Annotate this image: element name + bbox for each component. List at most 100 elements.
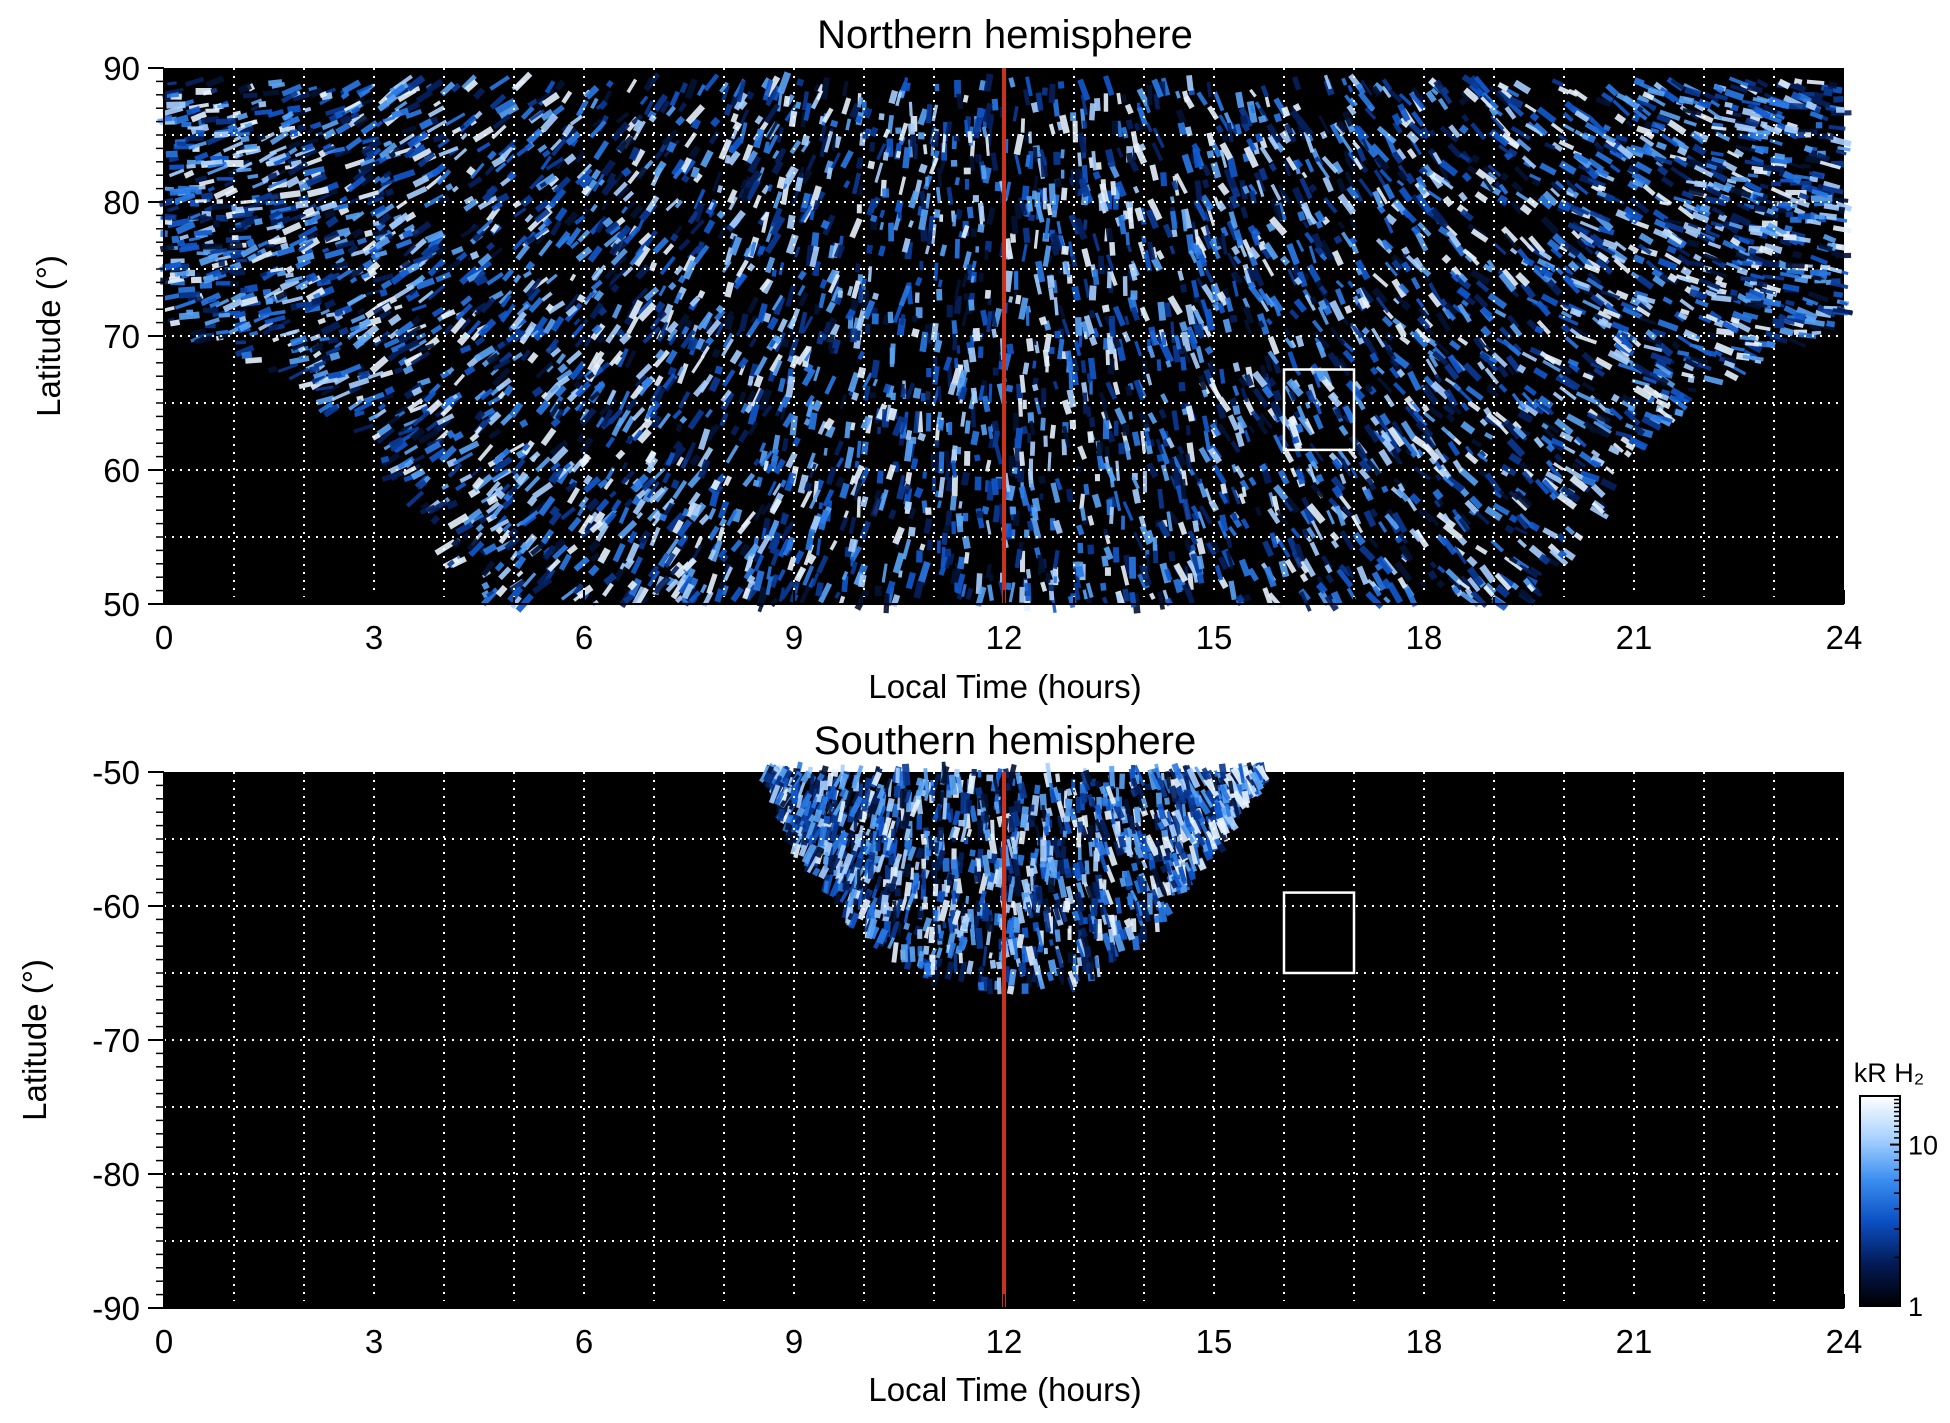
intensity-streak <box>1508 514 1519 524</box>
intensity-streak <box>1404 446 1414 456</box>
intensity-streak <box>823 130 834 153</box>
intensity-streak <box>496 192 510 205</box>
intensity-streak <box>346 175 367 193</box>
intensity-streak <box>631 148 646 167</box>
intensity-streak <box>700 149 714 168</box>
intensity-streak <box>1703 375 1724 386</box>
intensity-streak <box>238 235 252 241</box>
intensity-streak <box>1511 582 1520 591</box>
intensity-streak <box>403 243 417 257</box>
intensity-streak <box>833 135 842 149</box>
intensity-streak <box>1549 465 1563 480</box>
intensity-streak <box>1180 479 1187 500</box>
intensity-streak <box>1500 226 1519 244</box>
intensity-streak <box>1458 191 1468 202</box>
intensity-streak <box>1105 227 1114 242</box>
intensity-streak <box>1515 272 1531 287</box>
intensity-streak <box>700 345 710 359</box>
intensity-streak <box>1160 393 1169 405</box>
intensity-streak <box>1710 156 1727 165</box>
intensity-streak <box>1458 96 1468 107</box>
intensity-streak <box>1391 511 1408 534</box>
intensity-streak <box>382 115 396 123</box>
intensity-streak <box>675 594 684 604</box>
intensity-streak <box>761 404 773 418</box>
intensity-streak <box>1162 223 1174 239</box>
intensity-streak <box>1734 122 1756 132</box>
intensity-streak <box>1096 441 1104 457</box>
intensity-streak <box>1333 407 1343 420</box>
intensity-streak <box>1583 263 1601 274</box>
intensity-streak <box>1616 144 1634 160</box>
intensity-streak <box>1594 313 1611 323</box>
intensity-streak <box>430 324 443 335</box>
intensity-streak <box>1679 298 1695 311</box>
intensity-streak <box>849 475 856 485</box>
intensity-streak <box>866 244 874 254</box>
intensity-streak <box>724 281 735 298</box>
intensity-streak <box>851 464 865 485</box>
intensity-streak <box>657 552 671 568</box>
intensity-streak <box>815 581 824 597</box>
intensity-streak <box>583 476 601 493</box>
intensity-streak <box>1490 539 1505 553</box>
intensity-streak <box>601 159 616 177</box>
intensity-streak <box>500 495 516 510</box>
intensity-streak <box>1666 245 1677 255</box>
intensity-streak <box>1160 172 1168 187</box>
intensity-streak <box>1533 367 1548 380</box>
intensity-streak <box>1295 468 1306 485</box>
intensity-streak <box>653 300 666 314</box>
intensity-streak <box>1744 159 1765 167</box>
intensity-streak <box>1830 249 1841 256</box>
intensity-streak <box>843 180 851 189</box>
intensity-streak <box>935 186 942 204</box>
intensity-streak <box>622 266 634 278</box>
intensity-streak <box>689 453 702 467</box>
intensity-streak <box>1206 82 1212 98</box>
intensity-streak <box>1300 272 1310 282</box>
intensity-streak <box>982 167 992 184</box>
intensity-streak <box>753 503 766 522</box>
intensity-streak <box>1005 523 1012 538</box>
intensity-streak <box>1397 103 1411 122</box>
intensity-streak <box>1819 160 1841 170</box>
intensity-streak <box>1310 296 1318 305</box>
intensity-streak <box>1661 230 1672 238</box>
intensity-streak <box>1303 131 1315 154</box>
intensity-streak <box>474 425 483 435</box>
intensity-streak <box>1518 564 1539 579</box>
intensity-streak <box>1761 104 1779 115</box>
intensity-streak <box>1195 345 1205 364</box>
intensity-streak <box>1116 147 1124 158</box>
intensity-streak <box>372 273 394 284</box>
intensity-streak <box>819 138 828 158</box>
intensity-streak <box>179 234 189 241</box>
intensity-streak <box>1722 219 1740 235</box>
intensity-streak <box>1533 122 1548 137</box>
intensity-streak <box>380 178 398 187</box>
intensity-streak <box>1005 384 1014 393</box>
intensity-streak <box>1402 208 1418 224</box>
intensity-streak <box>1124 385 1133 397</box>
intensity-streak <box>754 115 764 125</box>
intensity-streak <box>1544 141 1556 151</box>
intensity-streak <box>1017 196 1028 217</box>
intensity-streak <box>1181 153 1194 174</box>
intensity-streak <box>913 411 920 434</box>
intensity-streak <box>389 472 398 482</box>
intensity-streak <box>1055 234 1066 249</box>
intensity-streak <box>200 115 220 124</box>
intensity-streak <box>394 304 403 311</box>
intensity-streak <box>511 352 524 362</box>
intensity-streak <box>598 178 606 186</box>
intensity-streak <box>1060 187 1068 201</box>
intensity-streak <box>1710 151 1724 157</box>
intensity-streak <box>1114 216 1122 227</box>
intensity-streak <box>829 119 839 128</box>
intensity-streak <box>1677 205 1695 220</box>
intensity-streak <box>816 538 822 556</box>
intensity-streak <box>1229 314 1238 323</box>
intensity-streak <box>257 306 273 318</box>
intensity-streak <box>672 479 688 500</box>
